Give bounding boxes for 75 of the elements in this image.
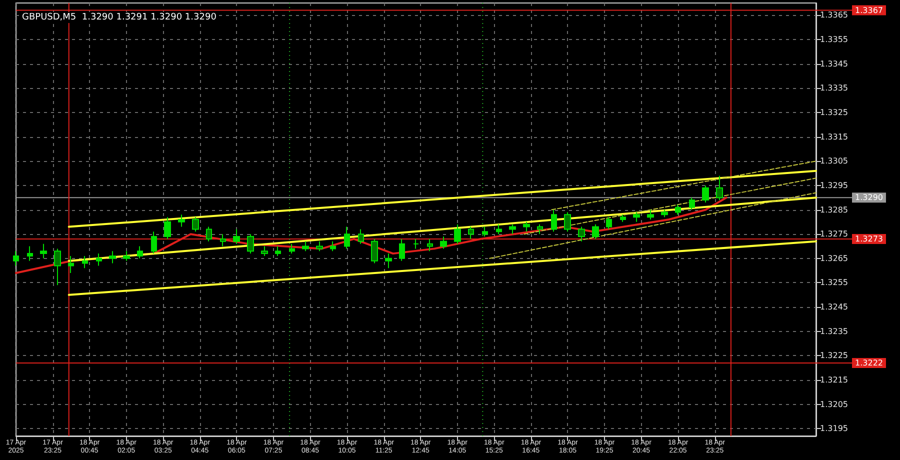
candlestick (261, 246, 268, 256)
candlestick (178, 214, 185, 228)
candlestick (523, 221, 530, 232)
candlestick (233, 228, 240, 244)
candlestick (13, 250, 19, 266)
y-tick-label: 1.3235 (820, 326, 848, 336)
candlestick (509, 224, 516, 235)
candlestick (482, 226, 488, 238)
ref-line-label: 1.3290 (855, 193, 883, 202)
y-tick-label: 1.3365 (820, 10, 848, 20)
candlestick (330, 240, 336, 252)
candlestick (82, 255, 88, 269)
candlestick (27, 246, 33, 262)
candlestick (40, 243, 47, 259)
candlestick (496, 224, 502, 235)
candlestick (247, 234, 254, 254)
candlestick (96, 253, 102, 266)
y-tick-label: 1.3325 (820, 108, 848, 117)
ref-line-label: 1.3367 (855, 6, 883, 15)
candlestick (151, 231, 157, 254)
y-tick-label: 1.3345 (820, 59, 848, 68)
candlestick (371, 238, 378, 264)
candlestick (413, 238, 419, 250)
candlestick (164, 216, 171, 240)
candlestick (344, 226, 350, 250)
candlestick (454, 224, 461, 244)
ref-line-label: 1.3273 (855, 234, 883, 244)
candlestick (564, 212, 571, 232)
candlestick (275, 246, 281, 256)
candlestick (206, 226, 212, 242)
candlestick (427, 238, 433, 252)
candlestick (592, 224, 599, 240)
candlestick (620, 214, 626, 222)
candlestick (302, 240, 309, 252)
candlestick (137, 246, 143, 259)
candlestick (192, 216, 199, 232)
candlestick (606, 216, 612, 230)
y-tick-label: 1.3245 (820, 302, 848, 312)
y-tick-label: 1.3255 (820, 278, 848, 288)
candlestick (647, 209, 654, 220)
y-tick-label: 1.3315 (820, 132, 848, 142)
y-tick-label: 1.3215 (820, 376, 848, 385)
text: GBPUSD,M5 1.3290 1.3291 1.3290 1.3290 (22, 12, 217, 22)
candlestick (54, 248, 61, 286)
candlestick (109, 250, 116, 264)
candlestick (123, 250, 130, 262)
candlestick (716, 175, 723, 201)
candlestick (537, 224, 543, 235)
candlestick (551, 209, 557, 232)
candlestick (661, 209, 668, 218)
y-tick-label: 1.3335 (820, 84, 848, 93)
y-tick-label: 1.3285 (820, 205, 848, 214)
candlestick (289, 243, 295, 254)
candlestick (578, 226, 585, 242)
candlestick (689, 197, 695, 210)
y-tick-label: 1.3295 (820, 180, 848, 190)
candlestick (68, 255, 74, 274)
candlestick (440, 236, 447, 250)
y-tick-label: 1.3195 (820, 424, 848, 434)
candlestick (633, 212, 640, 222)
candlestick (468, 226, 474, 240)
candlestick (399, 238, 405, 262)
candlestick (358, 228, 364, 244)
y-tick-label: 1.3265 (820, 254, 848, 263)
ref-line-label: 1.3222 (855, 358, 883, 368)
y-tick-label: 1.3205 (820, 400, 848, 409)
y-tick-label: 1.3275 (820, 230, 848, 239)
candlestick (220, 234, 226, 247)
candlestick (702, 184, 709, 203)
y-tick-label: 1.3355 (820, 34, 848, 44)
y-tick-label: 1.3305 (820, 156, 848, 166)
y-tick-label: 1.3225 (820, 351, 848, 360)
candlestick (385, 253, 392, 269)
candlestick (316, 240, 323, 252)
candlestick (675, 204, 681, 216)
